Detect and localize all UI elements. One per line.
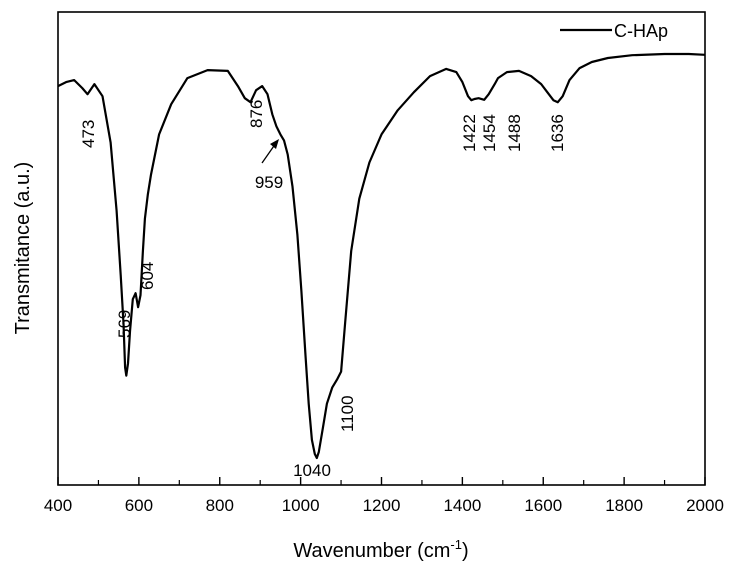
x-axis-ticks [57,477,706,485]
x-axis-title-suffix: ) [462,540,469,562]
x-tick-label: 1600 [524,496,562,515]
peak-label-876: 876 [247,100,266,128]
peak-label-1422: 1422 [460,114,479,152]
x-tick-label: 1400 [443,496,481,515]
x-tick-label: 400 [44,496,72,515]
x-axis-title-main: Wavenumber (cm [293,540,450,562]
legend: C-HAp [560,21,668,41]
peak-label-1040: 1040 [293,461,331,480]
peak-label-1488: 1488 [505,114,524,152]
peak-label-959: 959 [255,173,283,192]
x-tick-label: 600 [125,496,153,515]
x-tick-label: 1000 [282,496,320,515]
peak-label-1100: 1100 [338,395,357,432]
x-tick-label: 1800 [605,496,643,515]
peak-arrow-959 [261,139,279,164]
peak-label-569: 569 [115,310,134,338]
y-axis-title: Transmitance (a.u.) [12,162,34,335]
peak-label-1636: 1636 [548,114,567,152]
x-axis-title-superscript: -1 [450,537,462,552]
x-axis-title: Wavenumber (cm-1) [293,537,468,562]
peak-label-1454: 1454 [480,114,499,152]
x-tick-label: 2000 [686,496,724,515]
peak-label-473: 473 [79,120,98,148]
plot-frame [57,11,706,486]
x-tick-label: 1200 [363,496,401,515]
peak-label-604: 604 [138,262,157,290]
series-line-c-hap [57,52,706,460]
x-tick-label: 800 [206,496,234,515]
x-axis-tick-labels: 400 600 800 1000 1200 1400 1600 1800 2000 [44,496,724,515]
legend-label-c-hap: C-HAp [614,21,668,41]
peak-labels: 473 569 604 876 959 1040 1100 1422 1454 1488 1636 [79,100,567,480]
